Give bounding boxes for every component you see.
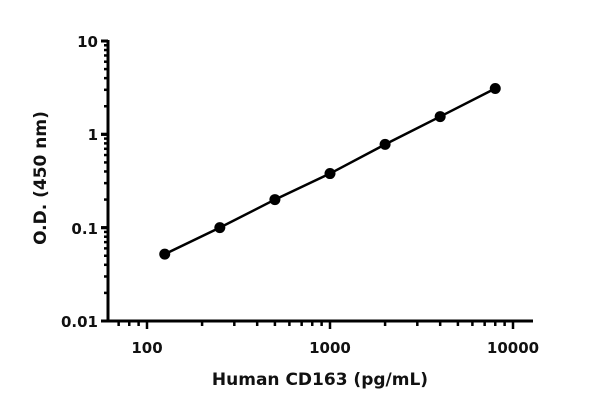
data-point [489, 82, 501, 94]
y-tick-label: 0.01 [61, 313, 98, 331]
data-point [269, 194, 281, 206]
x-tick-label: 10000 [487, 339, 539, 357]
x-axis-title: Human CD163 (pg/mL) [212, 370, 428, 390]
data-point [379, 138, 391, 150]
y-axis: 10 1 0.1 0.01 O.D. (450 nm) [31, 33, 110, 331]
y-axis-title: O.D. (450 nm) [31, 111, 51, 245]
y-tick-label: 0.1 [71, 220, 98, 238]
data-point [214, 222, 226, 234]
data-point [159, 248, 171, 260]
x-axis: 100 1000 10000 Human CD163 (pg/mL) [107, 319, 539, 390]
data-point [324, 168, 336, 180]
y-tick-label: 1 [88, 126, 98, 144]
data-point [434, 111, 446, 123]
x-tick-label: 1000 [309, 339, 351, 357]
x-tick-label: 100 [131, 339, 162, 357]
plot-area [159, 82, 501, 260]
y-tick-label: 10 [77, 33, 98, 51]
